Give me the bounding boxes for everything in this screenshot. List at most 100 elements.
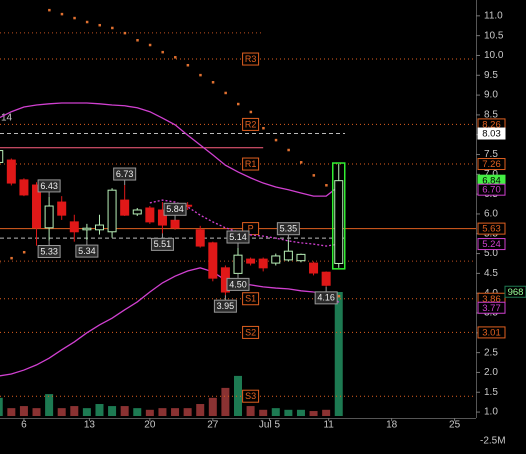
y-tick-label: 1.5 [484,387,498,398]
volume-bar [271,408,280,416]
volume-bar [171,408,180,416]
annotation-box [75,244,99,258]
volume-axis-label: -2.5M [480,436,506,447]
candle-body [19,179,29,196]
annotation-box [314,291,338,305]
volume-bar [196,404,205,416]
volume-bar [183,408,192,416]
pivot-label: R1 [245,159,257,169]
y-tick-label: 7.5 [484,149,498,160]
pivot-label-box [242,325,260,339]
annotation-box [226,230,250,244]
annotation-box [163,202,187,216]
volume-bar [234,375,242,416]
pivot-label: R2 [245,119,257,129]
price-label: 5.63 [482,224,501,235]
x-tick-label: 20 [144,420,156,431]
price-label-box [477,301,506,314]
volume-bar [145,409,154,416]
sar-dot [262,126,265,130]
sar-dot [287,148,290,152]
annotation-label: 5.34 [78,246,96,256]
price-label-box [477,183,506,196]
candle-body [233,254,243,274]
annotation-label: 4.50 [229,279,247,289]
y-tick-label: 2.0 [484,367,498,378]
candle-body [309,262,319,274]
sar-dot [249,110,253,114]
upper-band [0,102,340,197]
candle-body [69,221,79,233]
y-tick-label: 1.0 [484,407,498,418]
candle-body [334,180,344,264]
sar-dot [10,256,13,260]
price-label: 3.01 [482,327,501,338]
x-tick-label: 6 [21,420,27,431]
volume-bar [322,409,331,416]
candle-body [0,150,4,163]
pivot-label: S1 [245,294,256,304]
candle-body [246,258,256,264]
candle-body [107,189,117,233]
left-label: 14 [1,113,13,124]
sar-dot [85,20,89,24]
candle-body [32,184,42,229]
annotation-label: 5.33 [40,246,58,256]
price-label-box [477,158,506,171]
y-tick-label: 11.0 [484,10,503,21]
candle-body [6,159,16,184]
price-label: 6.70 [482,185,501,196]
annotation-box [37,179,61,193]
volume-bar [108,406,117,416]
sar-dot [136,39,139,42]
sar-dot [174,56,177,59]
x-tick-label: 25 [449,420,461,431]
annotation-box [276,222,300,236]
candle-body [132,209,142,215]
volume-bar [158,408,167,416]
y-tick-label: 5.0 [484,248,498,259]
volume-bar [0,397,3,416]
x-tick-label: 13 [84,420,96,431]
x-tick-label: 27 [207,420,219,431]
sar-dot [186,63,190,67]
pivot-label-box [242,117,260,131]
volume-label-box [504,285,526,298]
volume-bar [133,408,142,416]
pivot-label-box [242,292,260,306]
y-tick-label: 8.5 [484,110,498,121]
annotation-box [150,237,174,251]
candle-body [296,253,306,262]
sar-dot [237,102,240,106]
candle-body [94,224,104,231]
pivot-label: P [248,223,254,233]
annotation-label: 5.84 [166,204,184,214]
annotation-label: 6.73 [116,169,134,179]
sar-dot [98,23,101,27]
sar-dot [199,73,202,77]
annotation-box [226,277,250,291]
annotation-label: 3.95 [217,301,235,311]
y-tick-label: 9.0 [484,90,498,101]
price-label-box [477,238,506,251]
sar-dot [312,174,316,177]
candle-body [195,229,205,247]
lower-band [0,267,340,377]
pivot-label-box [242,52,260,66]
last-candle-highlight [331,162,346,270]
candle-body [145,207,155,223]
y-tick-label: 10.5 [484,30,504,41]
annotation-box [113,167,137,181]
candle-body [321,271,331,286]
volume-bar [334,292,343,416]
sar-dot [224,91,227,95]
candle-body [170,219,180,229]
volume-bar [259,409,268,416]
sar-dot [123,31,127,35]
volume-bar [19,406,28,416]
y-tick-label: 7.0 [484,169,498,180]
sar-dot [48,8,51,12]
y-tick-label: 6.0 [484,209,498,220]
